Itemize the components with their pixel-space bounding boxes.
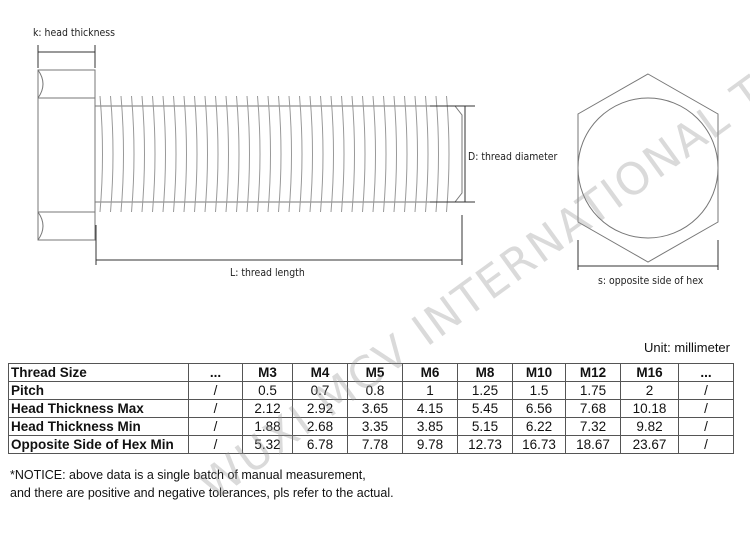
bolt-head (37, 69, 96, 241)
table-cell: 2.12 (242, 399, 293, 418)
table-cell: ... (188, 363, 243, 382)
table-cell: 16.73 (512, 435, 566, 454)
table-cell: 7.32 (565, 417, 621, 436)
unit-label: Unit: millimeter (644, 340, 730, 355)
notice-line-1: *NOTICE: above data is a single batch of… (10, 468, 366, 482)
table-cell: / (678, 381, 734, 400)
row-header: Head Thickness Min (8, 417, 189, 436)
dimension-lines (37, 45, 719, 270)
table-cell: M8 (457, 363, 513, 382)
table-cell: 6.22 (512, 417, 566, 436)
bolt-shank (95, 95, 463, 213)
notice-line-2: and there are positive and negative tole… (10, 486, 394, 500)
table-cell: 7.78 (347, 435, 403, 454)
table-cell: 18.67 (565, 435, 621, 454)
table-cell: 1.5 (512, 381, 566, 400)
table-cell: 5.15 (457, 417, 513, 436)
table-row: Head Thickness Min/1.88 2.68 3.35 3.85 5.15 6… (8, 417, 734, 436)
table-cell: M16 (620, 363, 679, 382)
table-cell: 6.56 (512, 399, 566, 418)
spec-table: Thread Size... M3 M4 M5 M6 M8 M10 M12 M16... Pitc… (8, 363, 734, 454)
table-cell: M5 (347, 363, 403, 382)
table-cell: M4 (292, 363, 348, 382)
table-cell: 0.8 (347, 381, 403, 400)
table-row: Opposite Side of Hex Min/5.32 6.78 7.78 9.7… (8, 435, 734, 454)
table-cell: / (188, 381, 243, 400)
k-label: k: head thickness (33, 26, 116, 39)
table-cell: 3.65 (347, 399, 403, 418)
d-label: D: thread diameter (468, 150, 558, 163)
table-cell: 3.85 (402, 417, 458, 436)
table-cell: M12 (565, 363, 621, 382)
table-cell: 2.92 (292, 399, 348, 418)
table-cell: 12.73 (457, 435, 513, 454)
table-cell: / (188, 435, 243, 454)
row-header: Opposite Side of Hex Min (8, 435, 189, 454)
hex-end-view (577, 73, 719, 263)
table-cell: M3 (242, 363, 293, 382)
table-cell: 9.82 (620, 417, 679, 436)
table-cell: 4.15 (402, 399, 458, 418)
row-header: Pitch (8, 381, 189, 400)
table-cell: / (678, 417, 734, 436)
table-cell: 6.78 (292, 435, 348, 454)
s-label: s: opposite side of hex (598, 274, 704, 287)
table-row: Thread Size... M3 M4 M5 M6 M8 M10 M12 M16... (8, 363, 734, 382)
table-cell: 2 (620, 381, 679, 400)
table-cell: 10.18 (620, 399, 679, 418)
table-cell: 9.78 (402, 435, 458, 454)
table-cell: / (678, 399, 734, 418)
table-cell: M6 (402, 363, 458, 382)
table-cell: 23.67 (620, 435, 679, 454)
row-header: Head Thickness Max (8, 399, 189, 418)
table-cell: 5.32 (242, 435, 293, 454)
table-cell: 1 (402, 381, 458, 400)
table-row: Pitch/0.5 0.7 0.8 1 1.25 1.5 1.75 2/ (8, 381, 734, 400)
row-header: Thread Size (8, 363, 189, 382)
table-cell: / (678, 435, 734, 454)
table-cell: 1.25 (457, 381, 513, 400)
table-cell: 3.35 (347, 417, 403, 436)
bolt-drawing (37, 45, 719, 270)
table-cell: 5.45 (457, 399, 513, 418)
table-cell: 1.75 (565, 381, 621, 400)
table-cell: ... (678, 363, 734, 382)
table-cell: 1.88 (242, 417, 293, 436)
table-cell: / (188, 399, 243, 418)
table-cell: / (188, 417, 243, 436)
l-label: L: thread length (230, 266, 305, 279)
table-cell: 2.68 (292, 417, 348, 436)
table-cell: 7.68 (565, 399, 621, 418)
table-cell: M10 (512, 363, 566, 382)
table-cell: 0.5 (242, 381, 293, 400)
table-cell: 0.7 (292, 381, 348, 400)
table-row: Head Thickness Max/2.12 2.92 3.65 4.15 5.45 6… (8, 399, 734, 418)
